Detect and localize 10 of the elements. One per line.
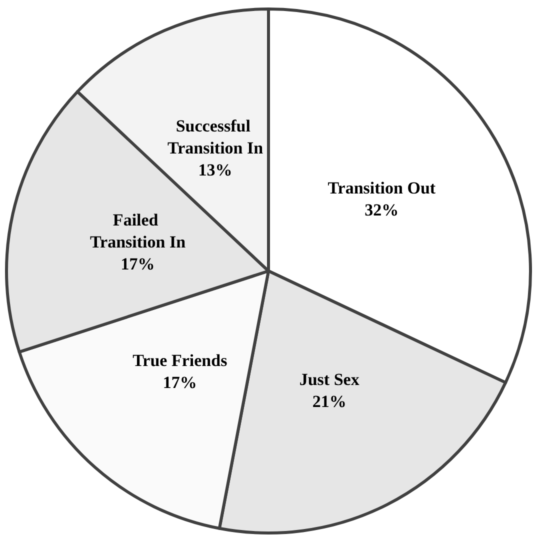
slice-label: Transition Out bbox=[328, 178, 436, 198]
slice-label: Successful Transition In bbox=[167, 116, 264, 158]
slice-label: True Friends bbox=[132, 351, 228, 370]
data-label: 13% bbox=[198, 160, 232, 180]
slice-label: Just Sex bbox=[299, 370, 360, 389]
slice-label: Failed Transition In bbox=[90, 210, 186, 252]
data-label: 32% bbox=[364, 200, 399, 220]
data-label: 17% bbox=[120, 254, 155, 274]
data-label: 17% bbox=[162, 373, 197, 392]
data-label: 21% bbox=[312, 392, 346, 411]
